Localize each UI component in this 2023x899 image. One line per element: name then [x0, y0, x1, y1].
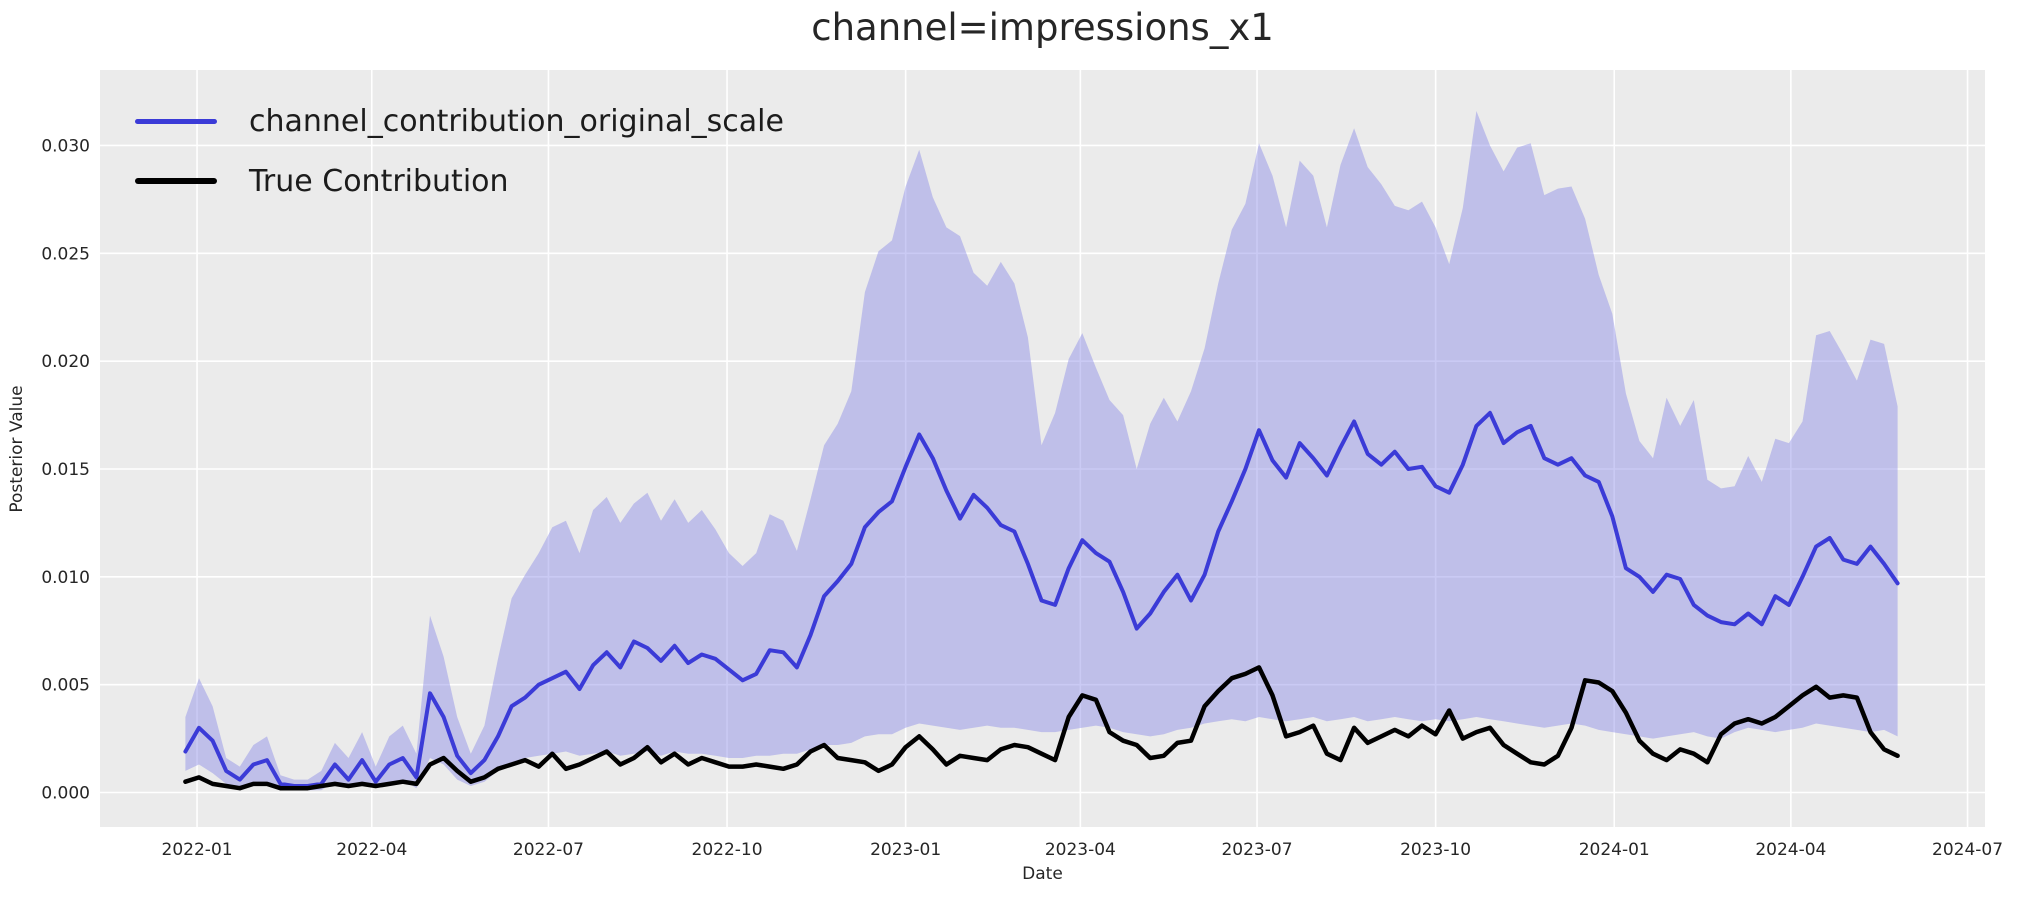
y-tick-label: 0.005 — [41, 676, 90, 696]
credible-interval-band — [185, 111, 1898, 791]
y-tick-label: 0.015 — [41, 460, 90, 480]
posterior-mean-line — [183, 410, 1900, 788]
y-tick-label: 0.000 — [41, 783, 90, 803]
x-tick-label: 2024-07 — [1932, 840, 2003, 860]
x-tick-label: 2023-10 — [1400, 840, 1471, 860]
legend-item-channel-contribution: channel_contribution_original_scale — [135, 95, 784, 147]
plot-area — [100, 70, 1985, 827]
x-tick-label: 2024-04 — [1755, 840, 1826, 860]
x-tick-label: 2022-10 — [692, 840, 763, 860]
y-tick-label: 0.010 — [41, 568, 90, 588]
legend-line-swatch-blue — [135, 118, 217, 124]
x-tick-label: 2022-07 — [513, 840, 584, 860]
y-axis-label: Posterior Value — [7, 385, 27, 513]
y-tick-label: 0.020 — [41, 352, 90, 372]
y-tick-label: 0.030 — [41, 136, 90, 156]
legend-line-swatch-black — [135, 178, 217, 184]
x-tick-label: 2022-04 — [336, 840, 407, 860]
x-axis-label: Date — [1022, 864, 1063, 884]
x-tick-label: 2023-01 — [870, 840, 941, 860]
legend: channel_contribution_original_scale True… — [135, 95, 784, 207]
true-contribution-line — [183, 665, 1900, 791]
legend-label: True Contribution — [249, 163, 509, 199]
legend-item-true-contribution: True Contribution — [135, 155, 784, 207]
x-tick-label: 2022-01 — [162, 840, 233, 860]
x-tick-label: 2023-07 — [1221, 840, 1292, 860]
y-tick-label: 0.025 — [41, 244, 90, 264]
legend-label: channel_contribution_original_scale — [249, 103, 784, 139]
x-tick-label: 2024-01 — [1579, 840, 1650, 860]
x-tick-label: 2023-04 — [1045, 840, 1116, 860]
chart-title: channel=impressions_x1 — [811, 6, 1274, 49]
